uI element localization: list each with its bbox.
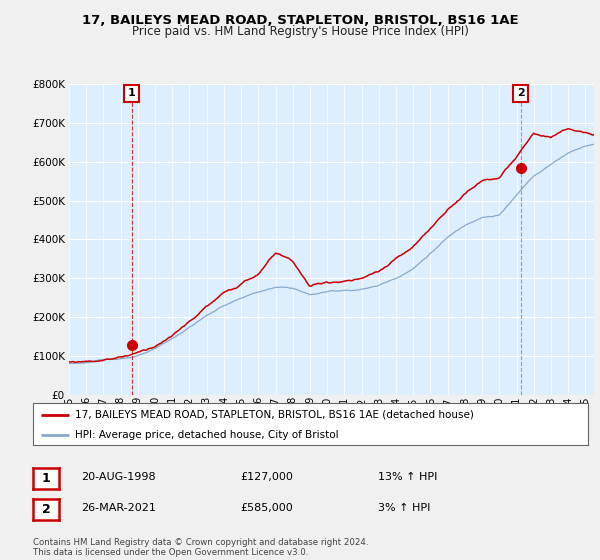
Text: 1: 1 — [128, 88, 136, 99]
Text: £585,000: £585,000 — [240, 503, 293, 513]
Text: 20-AUG-1998: 20-AUG-1998 — [81, 472, 155, 482]
Text: 3% ↑ HPI: 3% ↑ HPI — [378, 503, 430, 513]
Text: 17, BAILEYS MEAD ROAD, STAPLETON, BRISTOL, BS16 1AE (detached house): 17, BAILEYS MEAD ROAD, STAPLETON, BRISTO… — [74, 410, 473, 420]
Text: £127,000: £127,000 — [240, 472, 293, 482]
Text: 2: 2 — [517, 88, 524, 99]
Text: 13% ↑ HPI: 13% ↑ HPI — [378, 472, 437, 482]
Text: 2: 2 — [42, 503, 50, 516]
Text: 26-MAR-2021: 26-MAR-2021 — [81, 503, 156, 513]
Text: Price paid vs. HM Land Registry's House Price Index (HPI): Price paid vs. HM Land Registry's House … — [131, 25, 469, 38]
Text: Contains HM Land Registry data © Crown copyright and database right 2024.
This d: Contains HM Land Registry data © Crown c… — [33, 538, 368, 557]
Text: 1: 1 — [42, 472, 50, 486]
Text: 17, BAILEYS MEAD ROAD, STAPLETON, BRISTOL, BS16 1AE: 17, BAILEYS MEAD ROAD, STAPLETON, BRISTO… — [82, 14, 518, 27]
Text: HPI: Average price, detached house, City of Bristol: HPI: Average price, detached house, City… — [74, 430, 338, 440]
